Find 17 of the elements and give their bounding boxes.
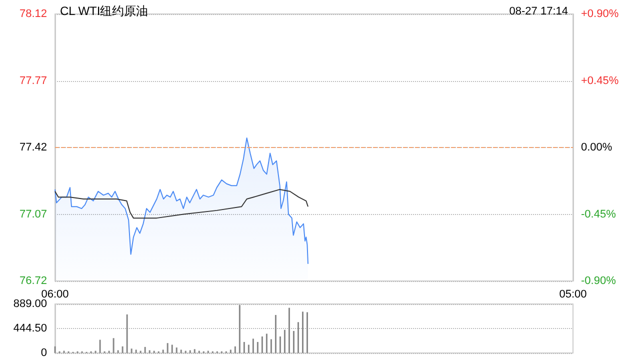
y-tick-label: 77.42 [19, 142, 47, 154]
annotation: 08-27 17:14 [509, 6, 568, 18]
y2-tick-label: -0.90% [581, 275, 616, 287]
y-tick-label: 0 [40, 347, 47, 359]
chart-title: CL WTI纽约原油 [60, 4, 148, 18]
y-tick-label: 77.77 [19, 74, 47, 87]
x-tick-label: 05:00 [559, 288, 587, 300]
y-tick-label: 76.72 [19, 275, 47, 287]
y-tick-label: 889.00 [13, 298, 47, 310]
y2-tick-label: 0.00% [581, 142, 612, 154]
y2-tick-label: +0.90% [581, 8, 619, 20]
y-tick-label: 77.07 [19, 208, 47, 220]
y-tick-label: 78.12 [19, 8, 47, 20]
x-tick-label: 06:00 [41, 288, 69, 300]
y2-tick-label: +0.45% [581, 74, 619, 87]
y2-tick-label: -0.45% [581, 208, 616, 220]
y-tick-label: 444.50 [13, 322, 47, 334]
